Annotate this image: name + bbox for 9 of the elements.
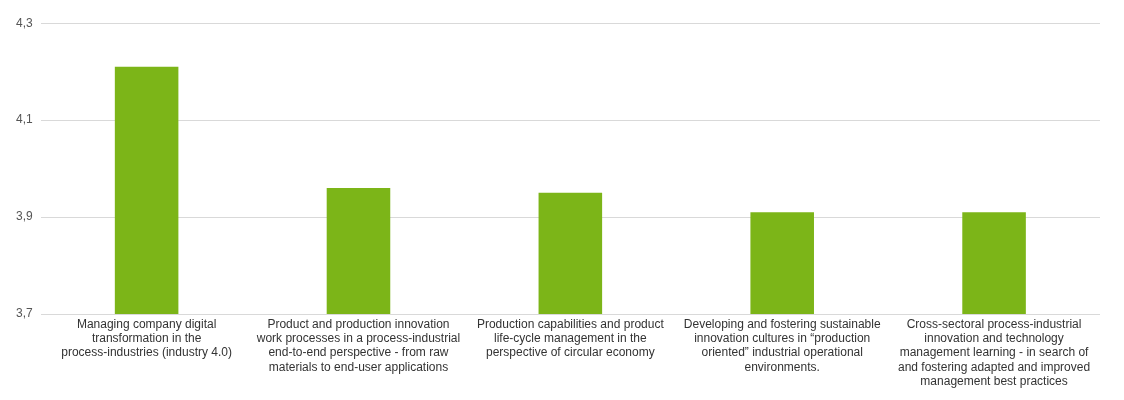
x-tick-label: Production capabilities and product life-cycle management in the perspective of circular economy	[476, 316, 665, 360]
y-tick-label: 4,1	[15, 112, 33, 127]
x-tick-label: Developing and fostering sustainable innovation cultures in “production oriented” industrial operational environments.	[683, 316, 881, 374]
x-tick-label: Cross-sectoral process-industrial innovation and technology management learning - in search of and fostering adapted and improved management best practices	[898, 316, 1091, 389]
y-tick-label: 3,9	[15, 209, 33, 224]
y-tick-label: 3,7	[15, 306, 33, 321]
y-tick-label: 4,3	[15, 15, 33, 30]
x-tick-label: Product and production innovation work processes in a process-industrial end-to-end perspective - from raw materials to end-user applications	[255, 316, 461, 374]
x-tick-label: Managing company digital transformation in the process-industries (industry 4.0)	[61, 316, 232, 360]
